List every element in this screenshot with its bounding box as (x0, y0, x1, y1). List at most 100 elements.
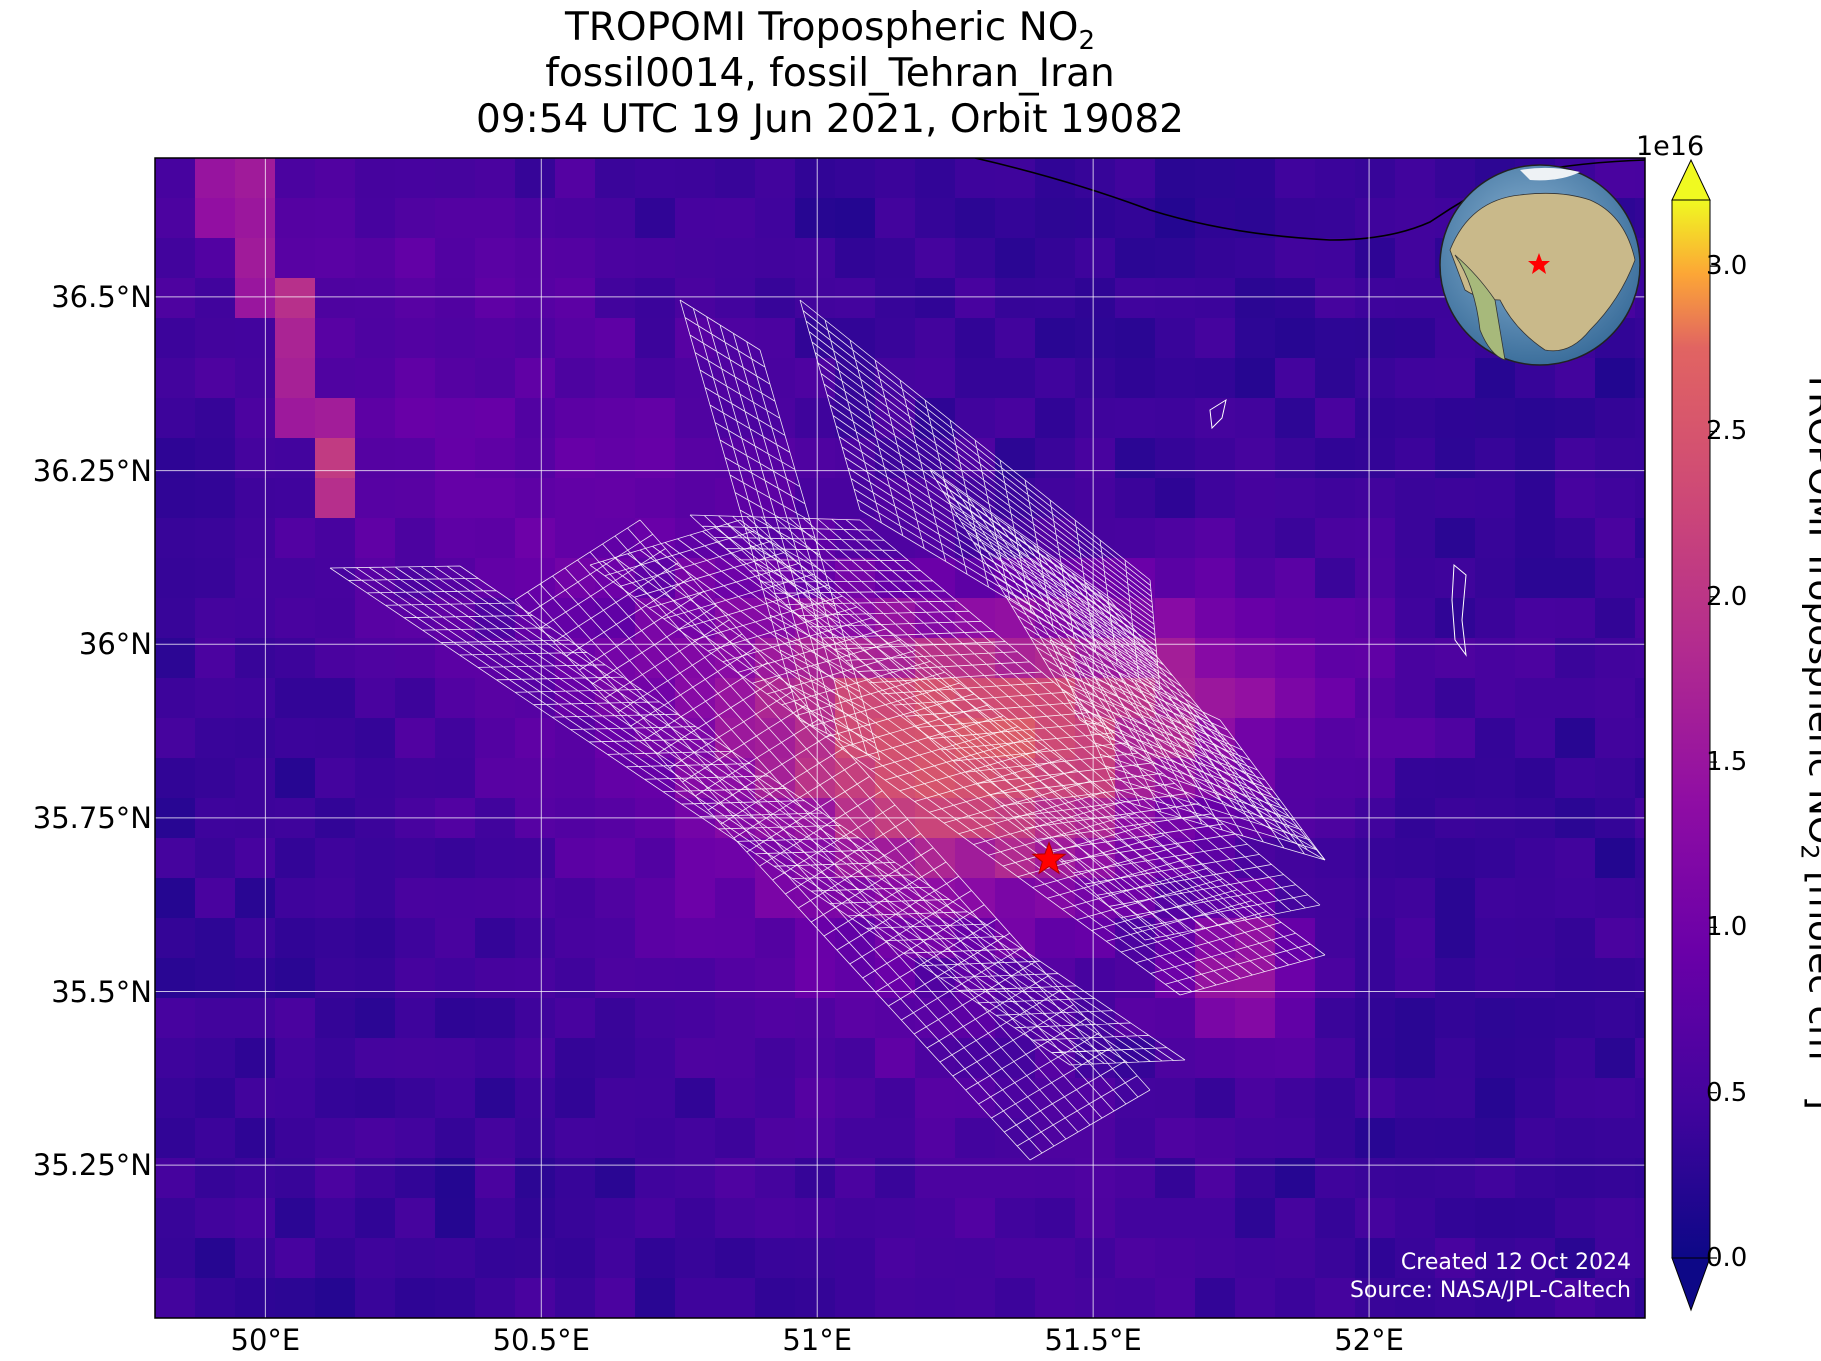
no2-cell (835, 238, 875, 278)
no2-cell (1075, 358, 1115, 398)
no2-cell (1235, 478, 1275, 518)
no2-cell (1235, 558, 1275, 598)
no2-cell (235, 598, 275, 638)
no2-cell (1315, 598, 1355, 638)
no2-cell (955, 358, 995, 398)
no2-cell (1315, 438, 1355, 478)
colorbar (1671, 158, 1717, 1312)
no2-cell (795, 478, 835, 518)
no2-cell (1115, 398, 1155, 438)
no2-cell (235, 878, 275, 918)
no2-cell (1195, 1038, 1235, 1078)
no2-cell (1075, 1238, 1115, 1278)
no2-cell (1275, 678, 1315, 718)
colorbar-tick-label: 1.0 (1706, 912, 1748, 943)
no2-cell (1555, 518, 1595, 558)
no2-cell (1435, 678, 1475, 718)
no2-cell (195, 758, 235, 798)
no2-cell (1275, 1078, 1315, 1118)
no2-cell (1595, 838, 1635, 878)
no2-cell (1515, 398, 1555, 438)
no2-cell (1275, 1238, 1315, 1278)
no2-cell (1115, 1158, 1155, 1198)
no2-cell (355, 438, 395, 478)
no2-cell (355, 158, 395, 198)
no2-cell (395, 998, 435, 1038)
no2-cell (1275, 558, 1315, 598)
no2-cell (715, 718, 755, 758)
no2-cell (395, 1278, 435, 1318)
no2-cell (395, 198, 435, 238)
no2-cell (475, 1198, 515, 1238)
no2-cell (195, 1238, 235, 1278)
no2-cell (955, 158, 995, 198)
no2-cell (555, 278, 595, 318)
no2-cell (435, 398, 475, 438)
no2-cell (435, 1198, 475, 1238)
no2-cell (635, 838, 675, 878)
no2-cell (1475, 1118, 1515, 1158)
no2-cell (475, 478, 515, 518)
no2-cell (395, 1158, 435, 1198)
no2-cell (875, 1078, 915, 1118)
no2-cell (1075, 1198, 1115, 1238)
no2-cell (1515, 518, 1555, 558)
no2-cell (1115, 1118, 1155, 1158)
no2-cell (1275, 278, 1315, 318)
no2-cell (155, 558, 195, 598)
no2-cell (1555, 838, 1595, 878)
no2-cell (1435, 718, 1475, 758)
no2-cell (395, 878, 435, 918)
no2-cell (155, 238, 195, 278)
no2-cell (155, 318, 195, 358)
no2-cell (595, 1078, 635, 1118)
no2-cell (1555, 398, 1595, 438)
no2-cell (755, 158, 795, 198)
no2-cell (475, 398, 515, 438)
no2-cell (515, 358, 555, 398)
no2-cell (1155, 398, 1195, 438)
no2-cell (435, 438, 475, 478)
no2-cell (1315, 758, 1355, 798)
no2-cell (1115, 278, 1155, 318)
no2-cell (195, 878, 235, 918)
no2-cell (435, 718, 475, 758)
no2-cell (1635, 438, 1645, 478)
no2-cell (395, 238, 435, 278)
no2-cell (915, 198, 955, 238)
no2-cell (635, 1158, 675, 1198)
no2-cell (515, 558, 555, 598)
no2-cell (555, 1038, 595, 1078)
no2-cell (1555, 998, 1595, 1038)
no2-cell (1435, 1038, 1475, 1078)
no2-cell (1515, 1078, 1555, 1118)
no2-cell (675, 878, 715, 918)
no2-cell (1395, 518, 1435, 558)
no2-cell (315, 878, 355, 918)
no2-cell (275, 478, 315, 518)
no2-cell (515, 1198, 555, 1238)
no2-cell (435, 918, 475, 958)
no2-cell (355, 318, 395, 358)
no2-cell (355, 1238, 395, 1278)
colorbar-tick-label: 0.5 (1706, 1077, 1748, 1108)
no2-cell (395, 758, 435, 798)
no2-cell (1635, 1118, 1645, 1158)
no2-cell (155, 678, 195, 718)
no2-cell (795, 198, 835, 238)
no2-cell (475, 1238, 515, 1278)
no2-cell (835, 1078, 875, 1118)
no2-cell (955, 1158, 995, 1198)
no2-cell (315, 838, 355, 878)
no2-cell (835, 558, 875, 598)
no2-cell (1035, 478, 1075, 518)
no2-cell (1435, 158, 1475, 198)
no2-cell (1595, 398, 1635, 438)
no2-cell (715, 158, 755, 198)
no2-cell (1555, 1158, 1595, 1198)
no2-cell (515, 398, 555, 438)
no2-cell (515, 998, 555, 1038)
no2-cell (155, 438, 195, 478)
no2-cell (1035, 1238, 1075, 1278)
no2-cell (1075, 478, 1115, 518)
